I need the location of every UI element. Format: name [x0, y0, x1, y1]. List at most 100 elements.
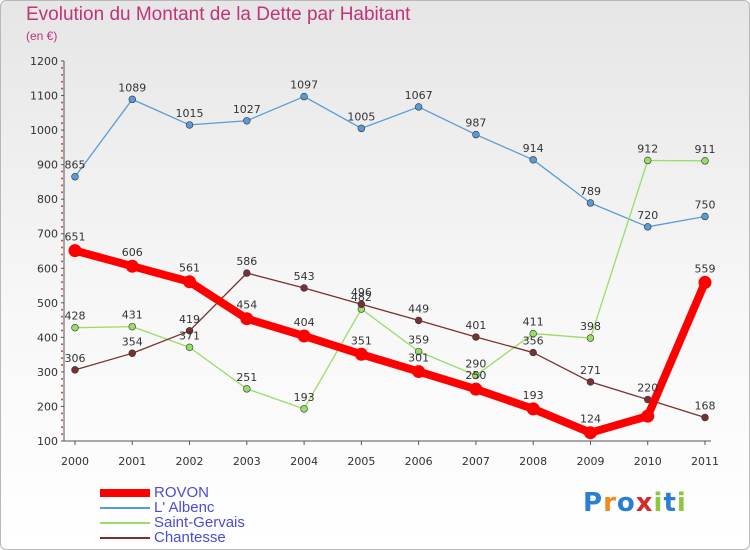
data-label: 354	[122, 335, 143, 348]
y-minor-tick	[61, 80, 63, 83]
data-point	[128, 349, 136, 357]
x-tick-label: 2002	[176, 455, 204, 468]
data-label: 1005	[347, 110, 375, 123]
data-point	[586, 334, 595, 342]
y-minor-tick	[61, 260, 63, 263]
y-tick-label: 700	[37, 228, 58, 241]
y-minor-tick	[61, 377, 63, 380]
legend-swatch-saint-gervais	[100, 522, 150, 524]
data-label: 1089	[118, 81, 146, 94]
x-tick-label: 2003	[233, 455, 261, 468]
data-point	[128, 322, 136, 331]
y-minor-tick	[61, 426, 63, 429]
data-point	[529, 348, 537, 357]
y-minor-tick	[61, 412, 63, 415]
y-minor-tick	[61, 398, 63, 401]
data-point	[644, 223, 652, 231]
data-labels: 865 1089 1015 1027 1097 1005 1067 987 914 789 720 7…	[65, 79, 716, 426]
x-tick-label: 2001	[118, 455, 146, 468]
chart-unit-label: (en €)	[26, 29, 58, 43]
logo-letter: t	[663, 488, 677, 518]
data-label: 914	[523, 142, 544, 155]
y-minor-tick	[61, 357, 63, 360]
data-label: 428	[65, 310, 86, 323]
data-point	[71, 173, 79, 181]
logo-letter: x	[635, 488, 654, 518]
logo-letter: i	[676, 488, 687, 518]
y-minor-tick	[61, 391, 63, 394]
data-label: 720	[637, 209, 658, 222]
y-minor-tick	[61, 294, 63, 297]
data-point	[698, 275, 712, 289]
data-label: 1015	[176, 107, 204, 120]
data-point	[583, 426, 597, 440]
legend-swatch-albenc	[100, 507, 150, 509]
y-tick-label: 500	[37, 297, 58, 310]
y-minor-tick	[61, 101, 63, 104]
data-point	[125, 259, 139, 273]
y-minor-tick	[61, 274, 63, 277]
y-minor-tick	[61, 212, 63, 214]
y-minor-tick	[61, 66, 63, 69]
axes: 100 200 300 400 500 600 700 800 900 1000 1100 1200 2…	[30, 55, 719, 468]
data-label: 912	[637, 142, 658, 155]
y-minor-tick	[61, 239, 63, 242]
x-tick-label: 2006	[405, 455, 433, 468]
data-point	[243, 269, 251, 277]
y-tick-label: 100	[37, 435, 58, 448]
data-point	[71, 366, 79, 374]
data-label: 543	[294, 270, 315, 283]
data-label: 789	[580, 185, 601, 198]
data-point	[185, 121, 194, 129]
x-tick-label: 2000	[61, 455, 89, 468]
data-point	[128, 95, 136, 104]
chart-title: Evolution du Montant de la Dette par Hab…	[26, 4, 411, 25]
data-label: 454	[236, 299, 257, 312]
x-tick-label: 2009	[576, 455, 604, 468]
x-tick-label: 2004	[290, 455, 318, 468]
data-point	[701, 212, 709, 221]
data-label: 250	[465, 369, 486, 382]
data-point	[472, 333, 480, 341]
y-minor-tick	[61, 177, 63, 180]
data-label: 411	[523, 316, 544, 329]
data-label: 220	[637, 382, 658, 395]
data-label: 168	[695, 400, 716, 413]
data-label: 193	[523, 389, 544, 402]
x-tick-label: 2005	[347, 455, 375, 468]
y-minor-tick	[61, 350, 63, 353]
y-minor-tick	[61, 322, 63, 325]
y-minor-tick	[61, 253, 63, 256]
y-minor-tick	[61, 170, 63, 173]
data-point	[243, 117, 251, 125]
data-point	[297, 329, 311, 343]
y-minor-tick	[61, 308, 63, 311]
data-label: 251	[236, 371, 257, 384]
data-label: 193	[294, 391, 315, 404]
data-label: 496	[351, 286, 372, 299]
y-minor-tick	[61, 136, 63, 138]
y-minor-tick	[61, 315, 63, 318]
data-point	[68, 244, 82, 258]
y-minor-tick	[61, 364, 63, 366]
series-line	[74, 159, 706, 410]
data-label: 290	[465, 357, 486, 370]
y-minor-tick	[61, 329, 63, 332]
data-point	[586, 199, 595, 207]
data-label: 371	[179, 329, 200, 342]
y-tick-label: 900	[37, 159, 58, 172]
y-minor-tick	[61, 115, 63, 118]
legend-label-saint-gervais: Saint-Gervais	[154, 514, 245, 531]
data-label: 431	[122, 309, 143, 322]
y-tick-label: 400	[37, 331, 58, 344]
y-minor-tick	[61, 288, 63, 290]
data-label: 1027	[233, 103, 261, 116]
logo-letter: o	[616, 488, 636, 518]
data-point	[472, 371, 480, 380]
data-label: 911	[695, 143, 716, 156]
data-label: 271	[580, 364, 601, 377]
data-point	[243, 385, 251, 393]
y-minor-tick	[61, 225, 63, 228]
data-label: 401	[465, 319, 486, 332]
data-label: 865	[65, 159, 86, 172]
